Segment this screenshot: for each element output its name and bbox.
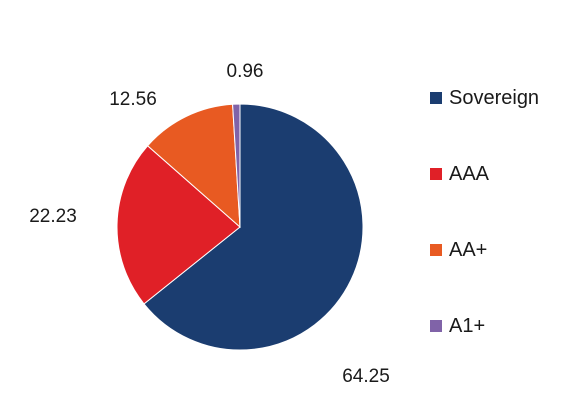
legend-swatch	[430, 244, 442, 256]
legend-label: A1+	[449, 314, 486, 337]
legend-item: Sovereign	[430, 82, 539, 114]
pie-slice-sovereign	[143, 103, 364, 351]
data-label: 0.96	[226, 61, 264, 82]
legend-swatch	[430, 92, 442, 104]
legend-item: A1+	[430, 310, 539, 342]
pie-slice-aa-	[146, 103, 241, 229]
legend-swatch	[430, 168, 442, 180]
legend-label: Sovereign	[449, 86, 540, 109]
data-label: 64.25	[342, 366, 390, 387]
legend-label: AA+	[449, 238, 488, 261]
pie-slice-aaa	[116, 145, 241, 305]
legend-swatch	[430, 320, 442, 332]
legend-label: AAA	[449, 162, 490, 185]
legend: Sovereign AAA AA+ A1+	[430, 82, 539, 386]
legend-item: AAA	[430, 158, 539, 190]
legend-item: AA+	[430, 234, 539, 266]
pie-slice-a1-	[232, 103, 241, 228]
data-label: 12.56	[109, 89, 157, 110]
data-label: 22.23	[29, 206, 77, 227]
